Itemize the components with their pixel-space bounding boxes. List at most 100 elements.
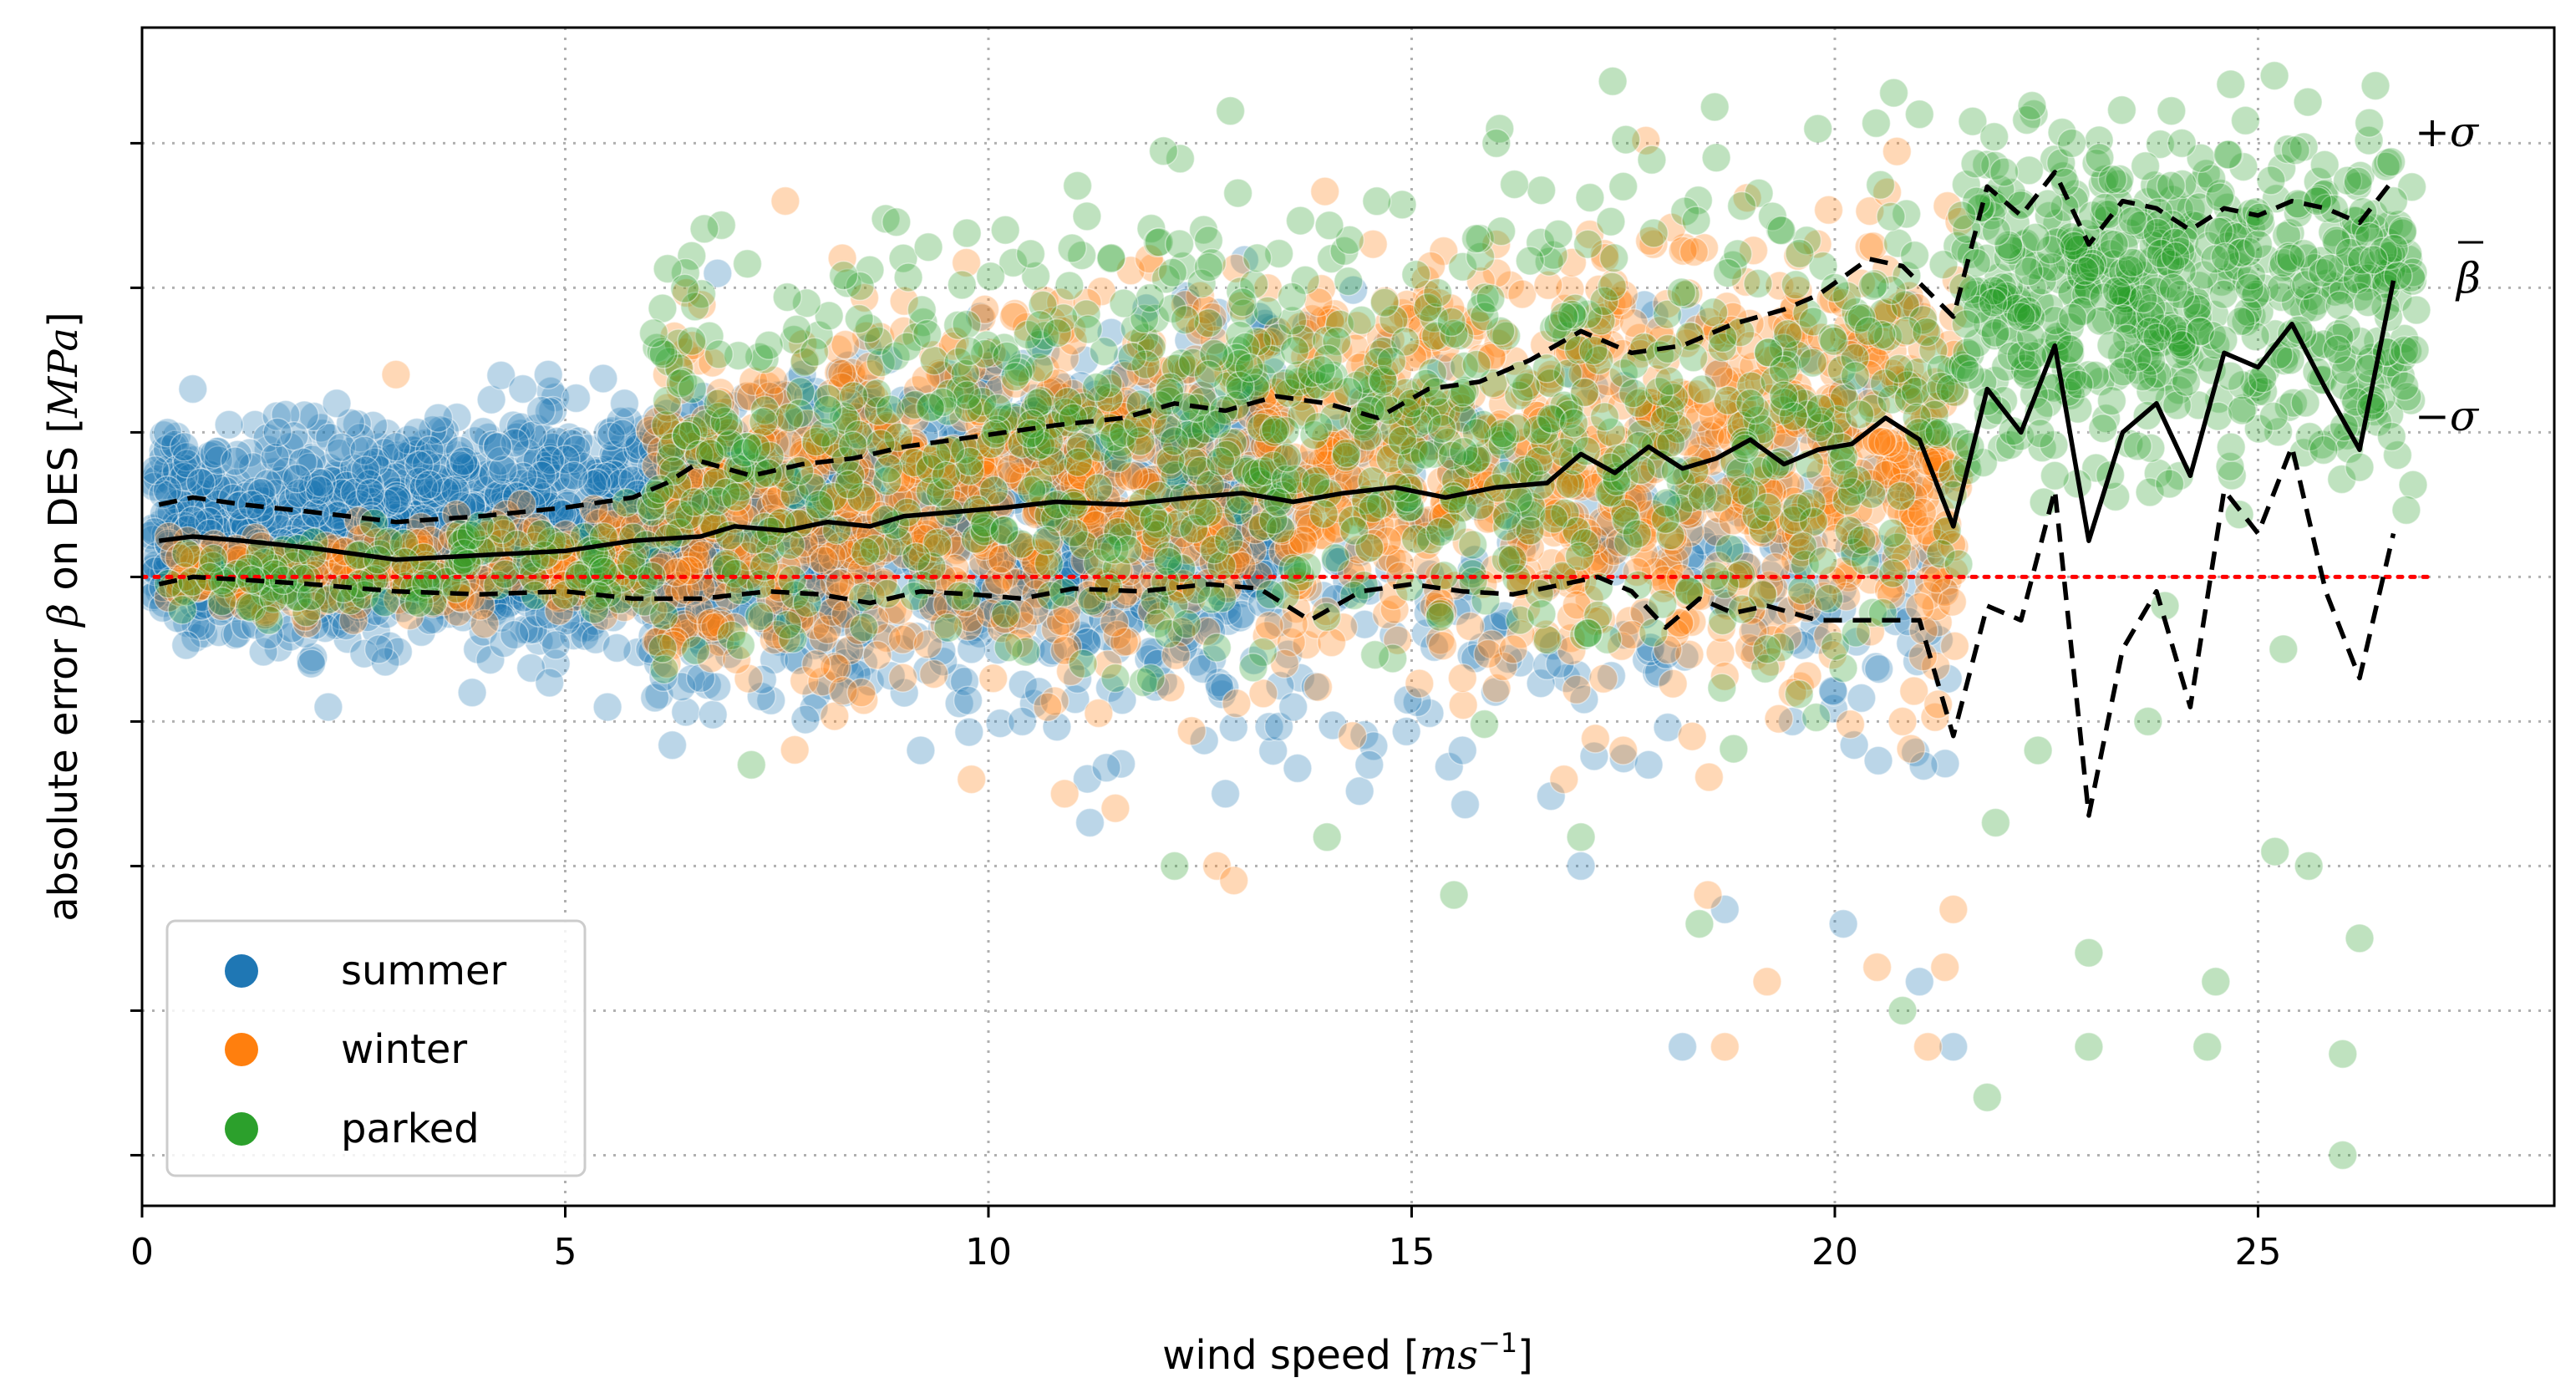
scatter-point-summer [180,502,211,533]
scatter-point-summer [670,552,700,582]
scatter-point-summer [187,478,217,509]
scatter-point-summer [526,483,556,514]
scatter-point-summer [618,424,649,455]
scatter-point-summer [1354,750,1385,780]
scatter-point-summer [433,516,464,546]
scatter-point-summer [602,633,633,663]
scatter-point-summer [1938,1031,1969,1062]
scatter-point-summer [507,426,537,456]
scatter-point-summer [313,692,343,722]
scatter-point-summer [606,432,637,462]
scatter-point-winter [1248,679,1278,709]
scatter-point-winter [1455,611,1486,642]
scatter-point-winter [1222,688,1252,719]
scatter-point-summer [609,389,640,419]
scatter-point-winter [1100,793,1130,823]
scatter-point-summer [598,445,629,475]
scatter-point-winter [918,658,949,689]
scatter-point-summer [690,602,721,633]
scatter-point-summer [499,619,530,650]
scatter-point-summer [607,419,638,449]
scatter-point-winter [1562,674,1592,705]
scatter-point-summer [524,557,554,588]
scatter-point-summer [1633,750,1664,780]
scatter-point-summer [657,545,688,575]
scatter-point-winter [1694,762,1725,792]
scatter-point-summer [488,470,518,501]
scatter-point-summer [165,440,195,471]
scatter-point-summer [676,548,706,579]
scatter-point-winter [1862,952,1893,983]
scatter-point-summer [540,445,570,475]
scatter-point-summer [321,520,352,550]
scatter-point-summer [954,717,984,747]
scatter-point-summer [508,374,538,404]
scatter-point-summer [246,546,277,577]
scatter-point-summer [216,585,246,616]
scatter-points [142,60,2431,1171]
scatter-point-summer [304,475,335,506]
scatter-point-winter [780,735,810,765]
scatter-point-summer [449,446,479,476]
scatter-point-summer [296,648,327,679]
scatter-point-summer [663,409,694,440]
scatter-point-summer [333,582,363,612]
scatter-point-winter [1588,663,1618,694]
scatter-point-parked [1637,145,1667,175]
scatter-point-summer [262,467,293,498]
scatter-point-summer [462,634,493,664]
scatter-point-summer [1283,753,1313,784]
scatter-point-summer [337,487,367,518]
scatter-point-summer [572,434,603,464]
scatter-point-summer [381,431,411,462]
scatter-point-summer [1075,807,1105,838]
scatter-point-summer [1210,779,1241,809]
scatter-point-summer [646,449,676,479]
scatter-point-summer [262,417,292,448]
scatter-point-summer [142,513,168,543]
scatter-point-winter [978,663,1009,694]
scatter-point-parked [520,580,551,611]
scatter-point-summer [521,474,551,504]
scatter-point-summer [1863,745,1893,776]
scatter-point-summer [1344,775,1374,806]
scatter-point-summer [165,503,195,533]
scatter-point-winter [1677,721,1707,751]
scatter-point-winter [1507,279,1537,309]
scatter-point-winter [381,359,411,389]
scatter-point-winter [1867,426,1898,457]
scatter-point-summer [666,526,697,557]
scatter-point-parked [171,538,201,568]
scatter-point-winter [1309,176,1340,206]
scatter-point-parked [390,547,420,577]
scatter-point-summer [643,421,674,451]
scatter-point-summer [1007,706,1038,737]
scatter-point-winter [801,649,831,679]
scatter-point-summer [588,363,618,394]
scatter-point-summer [319,476,350,507]
scatter-point-winter [956,764,987,795]
scatter-point-summer [332,512,362,542]
scatter-point-winter [1896,734,1926,764]
scatter-point-summer [228,504,258,534]
scatter-point-summer [457,678,487,708]
scatter-point-summer [363,634,394,664]
scatter-point-summer [588,550,618,580]
scatter-point-parked [648,600,679,631]
scatter-point-winter [846,678,876,708]
scatter-point-summer [485,529,516,559]
scatter-point-summer [521,413,551,444]
scatter-point-winter [1084,698,1114,729]
scatter-point-summer [372,418,402,449]
scatter-point-summer [466,536,497,567]
scatter-point-summer [650,448,681,479]
scatter-point-summer [623,431,653,462]
scatter-point-parked [1707,673,1737,704]
scatter-point-summer [194,592,225,623]
scatter-point-winter [1913,1031,1943,1062]
scatter-point-winter [1100,607,1130,638]
scatter-point-winter [1908,641,1938,672]
scatter-point-winter [1679,236,1710,267]
scatter-point-summer [473,422,504,453]
scatter-point-parked [1813,583,1844,614]
